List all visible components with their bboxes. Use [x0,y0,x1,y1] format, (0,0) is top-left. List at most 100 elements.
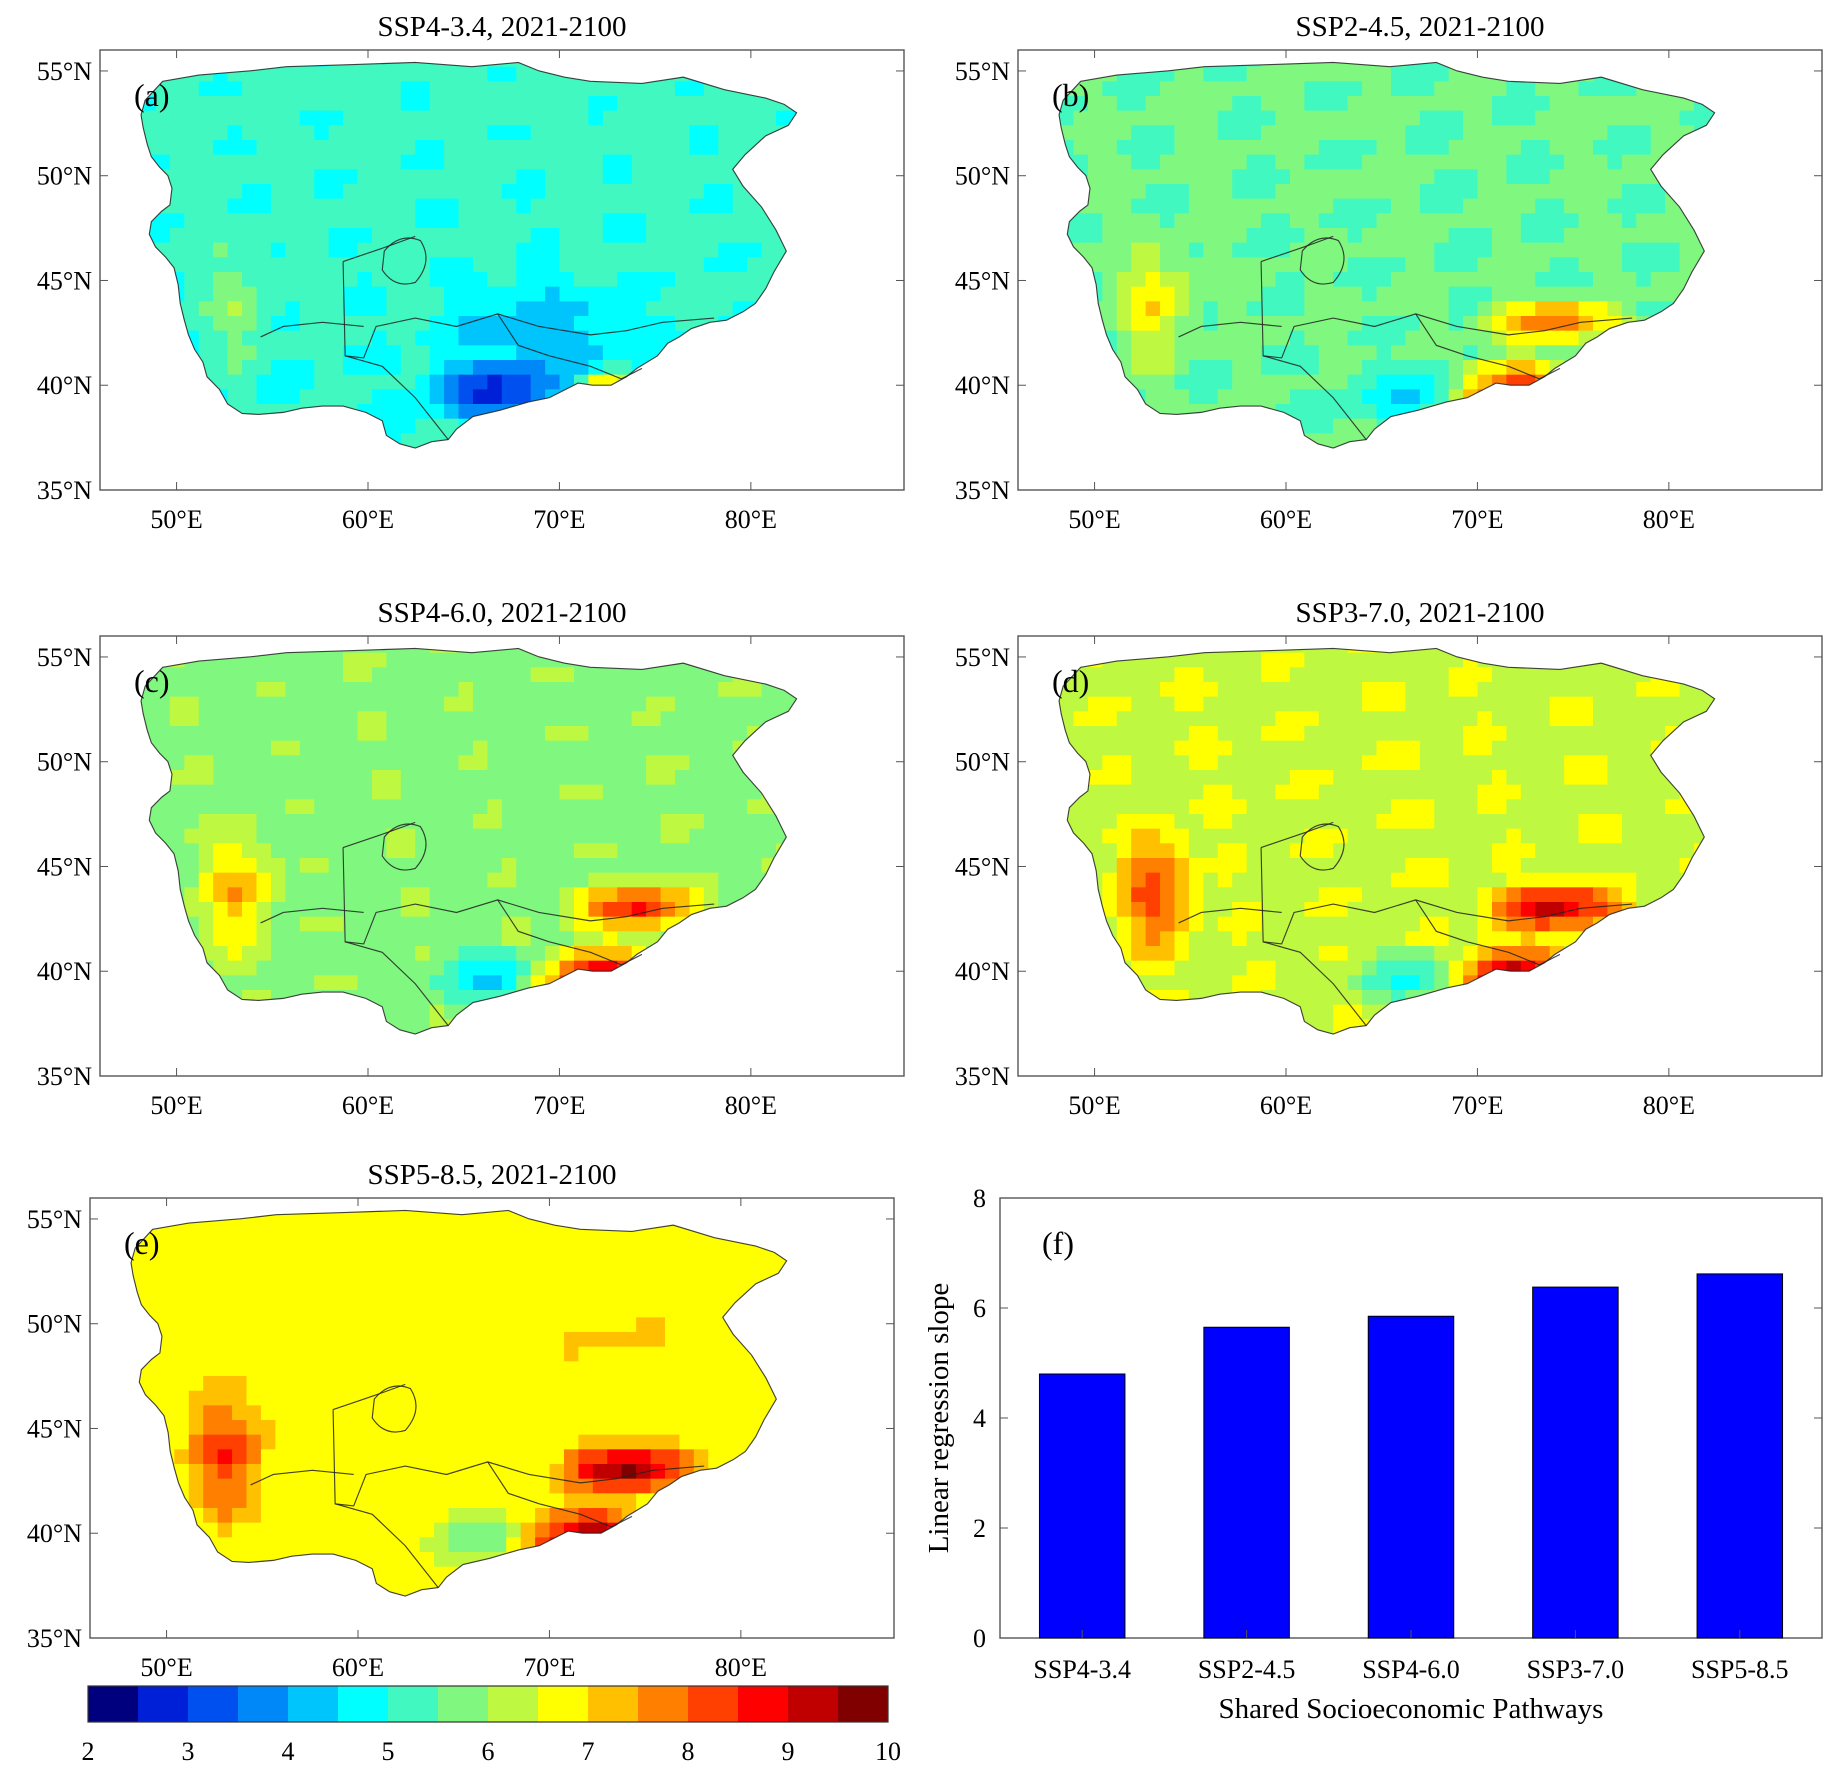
grid-cell [805,184,820,199]
grid-cell [400,770,416,786]
grid-cell [256,887,272,903]
grid-cell [328,81,344,97]
grid-cell [256,316,272,332]
grid-cell [141,433,142,449]
grid-cell [1376,799,1392,815]
grid-cell [415,858,431,874]
grid-cell [718,448,733,463]
grid-cell [1491,62,1508,68]
grid-cell [1434,711,1450,727]
grid-cell [689,81,705,97]
grid-cell [1289,740,1305,756]
grid-cell [1246,814,1262,830]
grid-cell [429,345,445,361]
grid-cell [256,648,272,654]
grid-cell [1520,389,1536,405]
grid-cell [1419,799,1435,815]
grid-cell [169,872,185,888]
grid-cell [400,1004,416,1020]
grid-cell [1405,799,1421,815]
grid-cell [530,1004,546,1020]
grid-cell [198,814,214,830]
grid-cell [285,652,301,668]
grid-cell [1232,184,1248,200]
grid-cell [169,828,185,844]
grid-cell [516,740,532,756]
grid-cell [1131,228,1147,244]
grid-cell [155,448,170,463]
country-border [344,355,449,440]
grid-cell [242,784,258,800]
grid-cell [631,257,647,273]
grid-cell [1477,301,1493,317]
grid-cell [1723,463,1738,478]
grid-cell [1665,169,1681,185]
grid-cell [213,110,229,126]
grid-cell [776,286,792,302]
grid-cell [660,843,676,859]
grid-cell [1405,301,1421,317]
grid-cell [1333,770,1349,786]
grid-cell [386,770,402,786]
grid-cell [1578,648,1594,654]
grid-cell [184,814,200,830]
grid-cell [400,198,416,214]
grid-cell [343,66,359,82]
grid-cell [1419,784,1435,800]
grid-cell [1217,272,1233,288]
grid-cell [805,316,820,331]
grid-cell [285,169,301,185]
grid-cell [227,902,243,918]
grid-cell [819,81,834,96]
grid-cell [242,1049,257,1064]
grid-cell [1348,448,1363,463]
grid-cell [1592,301,1609,317]
grid-cell [1434,389,1450,405]
grid-cell [386,946,402,962]
grid-cell [1102,711,1118,727]
grid-cell [472,755,489,771]
grid-cell [444,931,460,947]
grid-cell [314,682,330,698]
grid-cell [1116,770,1132,786]
grid-cell [1174,213,1190,229]
grid-cell [472,652,489,668]
grid-cell [790,726,797,742]
grid-cell [501,770,517,786]
grid-cell [1318,184,1334,200]
grid-cell [1318,242,1334,258]
grid-cell [1102,799,1118,815]
grid-cell [1694,799,1710,815]
grid-cell [703,184,719,200]
grid-cell [1289,213,1305,229]
grid-cell [559,726,575,742]
grid-cell [1592,125,1609,141]
grid-cell [516,301,532,317]
grid-cell [1131,257,1147,273]
grid-cell [805,199,820,214]
grid-cell [718,770,734,786]
grid-cell [1679,154,1695,170]
grid-cell [732,843,748,859]
grid-cell [285,213,301,229]
grid-cell [588,125,604,141]
grid-cell [1607,228,1623,244]
grid-cell [1275,784,1291,800]
grid-cell [184,990,200,1006]
grid-cell [1491,242,1508,258]
grid-cell [1160,433,1176,449]
grid-cell [1405,286,1421,302]
grid-cell [1491,110,1508,126]
grid-cell [386,858,402,874]
grid-cell [429,66,445,82]
grid-cell [1188,814,1204,830]
grid-cell [1549,169,1565,185]
grid-cell [674,169,691,185]
grid-cell [155,110,171,126]
grid-cell [256,257,272,273]
grid-cell [602,755,618,771]
grid-cell [1203,740,1219,756]
grid-cell [602,154,618,170]
grid-cell [1347,682,1363,698]
grid-cell [1578,389,1594,405]
